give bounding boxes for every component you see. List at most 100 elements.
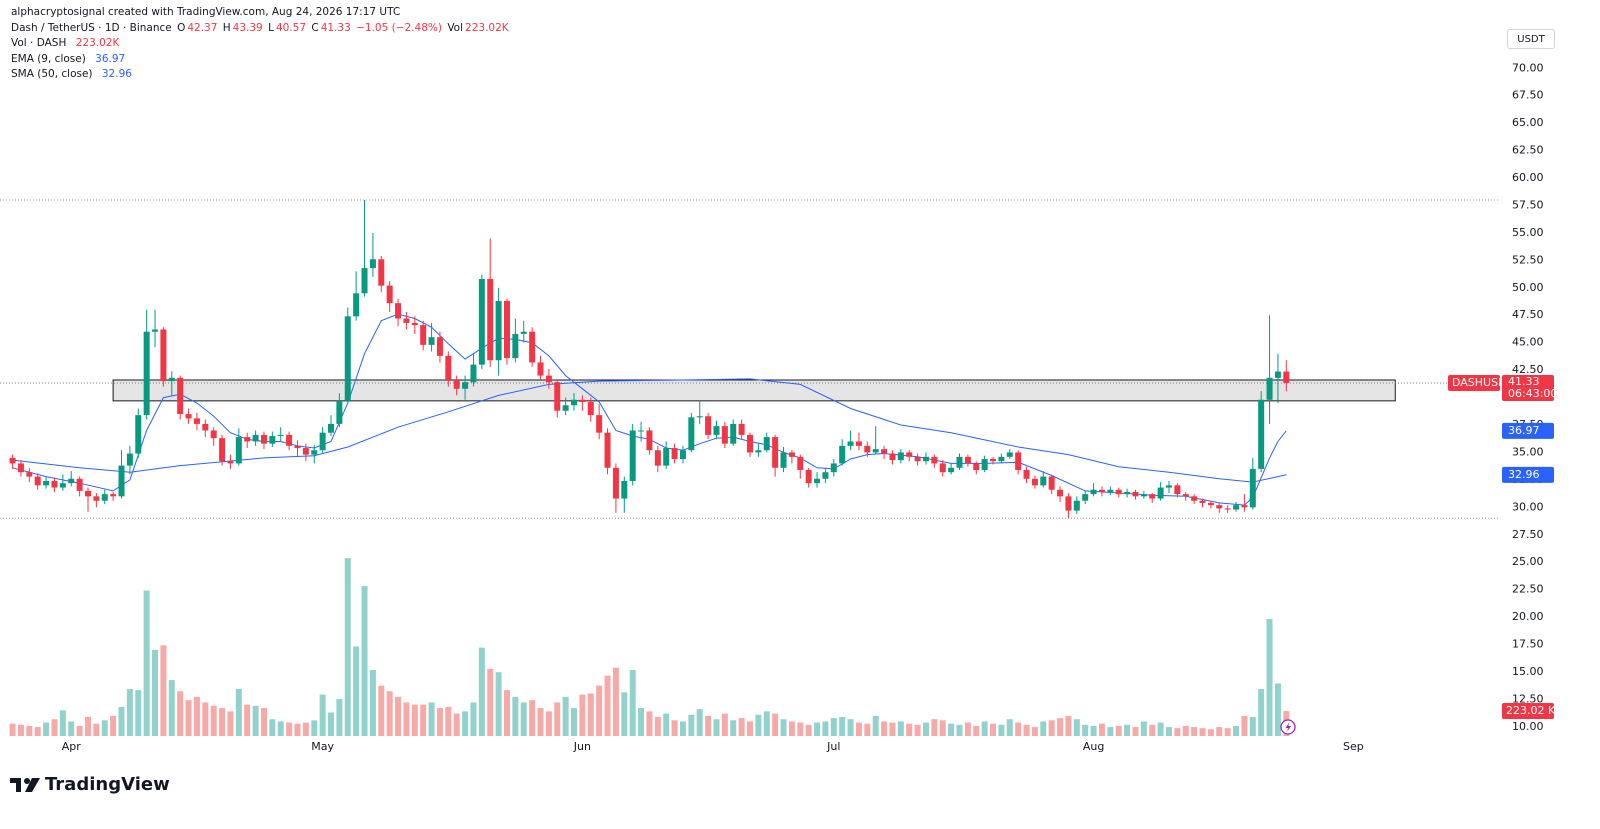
volume-bar	[612, 667, 619, 736]
indicator-name: SMA (50, close)	[11, 68, 93, 80]
volume-bar	[696, 709, 703, 736]
volume-bar	[554, 702, 561, 736]
candle-body	[453, 380, 460, 389]
volume-bar	[990, 723, 997, 736]
volume-bar	[1023, 724, 1030, 736]
candle-body	[537, 362, 544, 376]
volume-bar	[1140, 721, 1147, 736]
y-tick-label: 62.50	[1512, 144, 1544, 157]
candle-body	[889, 453, 896, 461]
candle-body	[378, 259, 385, 286]
volume-bar	[311, 720, 318, 736]
volume-bar	[948, 723, 955, 736]
candle-body	[34, 476, 41, 486]
candle-body	[705, 416, 712, 435]
candle-body	[302, 448, 309, 455]
candle-body	[462, 382, 469, 389]
volume-bar	[411, 704, 418, 736]
volume-bar	[747, 721, 753, 736]
candle-body	[629, 430, 636, 481]
volume-bar	[319, 694, 326, 736]
candle-body	[788, 452, 795, 457]
volume-bar	[168, 680, 175, 736]
candle-body	[906, 452, 913, 457]
candle-body	[579, 399, 586, 402]
volume-bar	[210, 705, 217, 736]
price-tag: 41.33	[1508, 375, 1540, 388]
volume-bar	[76, 725, 83, 736]
volume-bar	[956, 724, 963, 736]
candle-body	[922, 456, 929, 462]
volume-bar	[152, 649, 159, 736]
volume-bar	[604, 675, 611, 736]
volume-bar	[1207, 729, 1214, 736]
candle-body	[881, 449, 888, 454]
candle-body	[897, 452, 904, 461]
volume-bar	[529, 700, 536, 736]
candle-body	[721, 426, 728, 444]
volume-bar	[621, 692, 628, 736]
alert-icon[interactable]	[1280, 719, 1296, 735]
volume-bar	[730, 720, 737, 736]
candle-body	[478, 279, 485, 365]
volume-bar	[1031, 727, 1038, 736]
candle-body	[1182, 494, 1189, 497]
indicator-name: Vol · DASH	[11, 37, 67, 49]
candle-body	[855, 441, 862, 446]
candle-body	[1065, 496, 1072, 511]
indicator-legend[interactable]: EMA (9, close) 36.97	[11, 52, 511, 68]
volume-bar	[1065, 715, 1072, 736]
indicator-legend[interactable]: Vol · DASH 223.02K	[11, 36, 511, 52]
ohlc-value: 42.37	[187, 21, 218, 34]
candle-body	[319, 432, 326, 451]
candle-body	[621, 480, 628, 499]
volume-bar	[671, 720, 678, 736]
volume-bar	[503, 690, 510, 736]
x-tick-label: Aug	[1083, 740, 1104, 753]
volume-bar	[160, 645, 167, 736]
volume-bar	[1199, 728, 1206, 736]
volume-bar	[881, 721, 888, 736]
candle-body	[1249, 468, 1256, 508]
candle-body	[1098, 489, 1105, 492]
volume-bar	[344, 558, 351, 736]
currency-button[interactable]: USDT	[1507, 29, 1555, 49]
moving-average-line	[12, 313, 1287, 506]
candle-body	[1132, 491, 1139, 497]
candle-body	[1233, 505, 1240, 510]
volume-bar	[738, 718, 745, 736]
volume-bar	[9, 723, 16, 736]
ma-tag-bg	[1502, 422, 1554, 439]
volume-bar	[520, 702, 527, 736]
candle-body	[956, 456, 963, 468]
volume-bar	[369, 669, 376, 736]
candle-body	[1274, 371, 1281, 378]
candle-body	[973, 463, 980, 470]
candle-body	[328, 423, 335, 433]
volume-bar	[1233, 725, 1240, 736]
y-tick-label: 55.00	[1512, 226, 1544, 239]
candle-body	[219, 438, 226, 462]
credit-text: alphacryptosignal created with TradingVi…	[11, 6, 401, 18]
candle-body	[545, 375, 552, 383]
volume-bar	[822, 721, 829, 736]
candle-body	[604, 432, 611, 468]
volume-bar	[679, 721, 686, 736]
candle-body	[1073, 500, 1080, 511]
candle-body	[294, 445, 301, 449]
volume-bar	[1098, 723, 1105, 736]
candle-body	[638, 430, 645, 432]
candle-body	[772, 437, 779, 468]
candle-body	[1107, 489, 1114, 492]
indicator-legend[interactable]: SMA (50, close) 32.96	[11, 67, 511, 83]
candle-body	[612, 467, 619, 499]
x-tick-label: Jul	[826, 740, 840, 753]
candle-body	[1191, 496, 1198, 501]
ohlc-value: 223.02K	[465, 21, 509, 34]
candle-body	[805, 470, 812, 484]
candle-body	[571, 399, 578, 406]
candle-body	[470, 364, 477, 383]
candle-body	[654, 450, 661, 466]
ma-tag: 36.97	[1508, 424, 1540, 437]
